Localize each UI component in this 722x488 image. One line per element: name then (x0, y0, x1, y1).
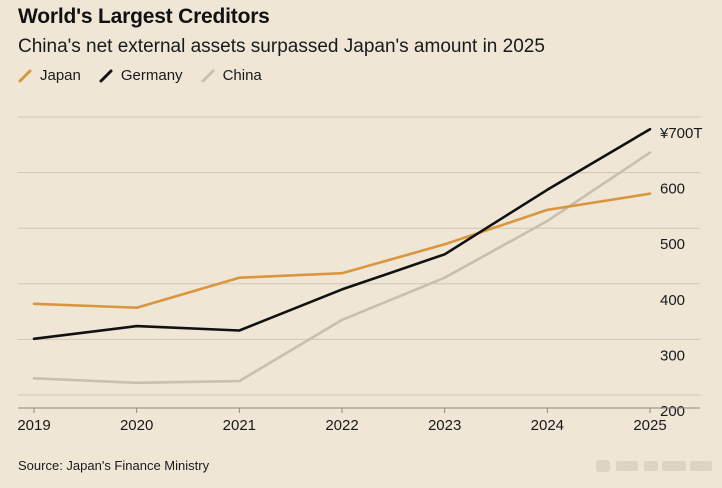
y-tick-label-200: 200 (660, 403, 685, 420)
y-tick-label-400: 400 (660, 292, 685, 309)
legend-swatch-japan (18, 69, 32, 83)
source-note: Source: Japan's Finance Ministry (18, 458, 210, 473)
x-tick-label-2023: 2023 (428, 417, 461, 434)
series-line-japan (32, 192, 652, 309)
legend: Japan Germany China (18, 67, 262, 84)
series-line-germany (32, 127, 652, 341)
legend-item-japan: Japan (18, 67, 81, 84)
x-tick-label-2021: 2021 (223, 417, 256, 434)
watermark-image (596, 460, 712, 472)
legend-label-germany: Germany (120, 67, 183, 84)
x-tick-label-2025: 2025 (633, 417, 666, 434)
x-tick-label-2024: 2024 (531, 417, 564, 434)
line-chart: 200 300 400 500 600 ¥700T 2019 2020 2021 2022 2023… (17, 116, 703, 434)
legend-item-germany: Germany (99, 67, 183, 84)
legend-label-china: China (222, 67, 262, 84)
chart-subtitle: China's net external assets surpassed Ja… (18, 36, 545, 57)
x-tick-label-2020: 2020 (120, 417, 153, 434)
y-tick-label-300: 300 (660, 347, 685, 364)
x-tick-label-2022: 2022 (325, 417, 358, 434)
legend-swatch-germany (99, 69, 113, 83)
y-tick-label-600: 600 (660, 181, 685, 198)
y-tick-label-500: 500 (660, 236, 685, 253)
y-tick-label-700: ¥700T (659, 125, 703, 142)
legend-swatch-china (201, 69, 215, 83)
legend-label-japan: Japan (40, 67, 81, 84)
series-line-china (32, 151, 652, 385)
x-tick-label-2019: 2019 (17, 417, 50, 434)
legend-item-china: China (201, 67, 262, 84)
chart-title: World's Largest Creditors (18, 5, 270, 28)
